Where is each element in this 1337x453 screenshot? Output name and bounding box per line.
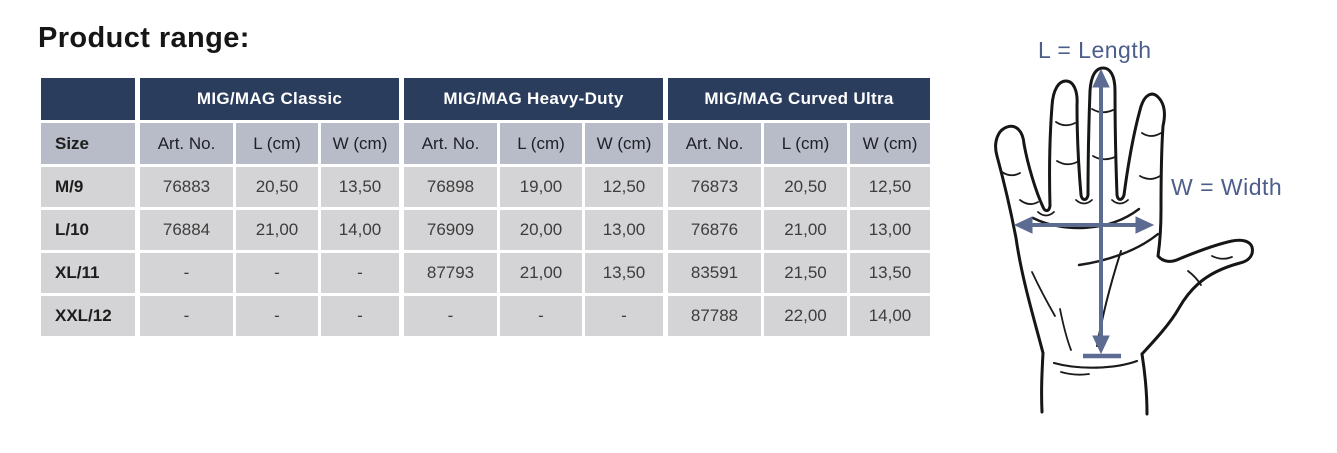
size-cell: XL/11 — [38, 250, 139, 296]
table-cell: 13,00 — [582, 207, 667, 253]
table-cell: 21,50 — [761, 250, 850, 296]
column-header-size: Size — [38, 120, 139, 167]
table-row-l10: L/10 76884 21,00 14,00 76909 20,00 13,00… — [38, 207, 933, 253]
table-cell: 20,50 — [233, 164, 321, 210]
length-arrow — [1083, 68, 1121, 359]
table-cell: 20,50 — [761, 164, 850, 210]
table-corner-cell — [38, 75, 139, 123]
length-legend-label: L = Length — [1038, 37, 1152, 63]
table-cell: - — [318, 250, 403, 296]
size-cell: L/10 — [38, 207, 139, 253]
size-cell: XXL/12 — [38, 293, 139, 339]
table-cell: 12,50 — [582, 164, 667, 210]
table-cell: 22,00 — [761, 293, 850, 339]
table-cell: 13,50 — [582, 250, 667, 296]
table-group-header-row: MIG/MAG Classic MIG/MAG Heavy-Duty MIG/M… — [38, 75, 933, 123]
table-cell: 21,00 — [761, 207, 850, 253]
column-header-length: L (cm) — [761, 120, 850, 167]
table-cell: - — [318, 293, 403, 339]
product-range-table-container: MIG/MAG Classic MIG/MAG Heavy-Duty MIG/M… — [38, 75, 933, 339]
table-cell: - — [399, 293, 500, 339]
hand-measurement-illustration — [994, 66, 1254, 416]
table-row-m9: M/9 76883 20,50 13,50 76898 19,00 12,50 … — [38, 164, 933, 210]
table-cell: 14,00 — [847, 293, 933, 339]
table-cell: 87793 — [399, 250, 500, 296]
column-header-artno: Art. No. — [135, 120, 236, 167]
table-cell: 13,50 — [847, 250, 933, 296]
table-cell: 12,50 — [847, 164, 933, 210]
width-arrow — [1013, 216, 1155, 234]
table-cell: 14,00 — [318, 207, 403, 253]
table-cell: - — [135, 293, 236, 339]
column-header-width: W (cm) — [318, 120, 403, 167]
column-header-width: W (cm) — [582, 120, 667, 167]
table-cell: 76883 — [135, 164, 236, 210]
table-cell: 76909 — [399, 207, 500, 253]
group-header-classic: MIG/MAG Classic — [135, 75, 403, 123]
group-header-curved-ultra: MIG/MAG Curved Ultra — [663, 75, 933, 123]
hand-outline — [994, 66, 1254, 416]
width-legend-label: W = Width — [1171, 174, 1283, 200]
table-cell: 21,00 — [233, 207, 321, 253]
table-cell: 19,00 — [497, 164, 585, 210]
table-cell: 76898 — [399, 164, 500, 210]
table-cell: 76873 — [663, 164, 764, 210]
product-range-table: MIG/MAG Classic MIG/MAG Heavy-Duty MIG/M… — [38, 75, 933, 339]
table-cell: 76884 — [135, 207, 236, 253]
page-title: Product range: — [38, 22, 250, 54]
table-row-xxl12: XXL/12 - - - - - - 87788 22,00 14,00 — [38, 293, 933, 339]
table-cell: - — [582, 293, 667, 339]
table-cell: 87788 — [663, 293, 764, 339]
table-cell: 20,00 — [497, 207, 585, 253]
column-header-width: W (cm) — [847, 120, 933, 167]
table-cell: - — [135, 250, 236, 296]
table-cell: - — [497, 293, 585, 339]
column-header-length: L (cm) — [233, 120, 321, 167]
table-cell: 83591 — [663, 250, 764, 296]
column-header-artno: Art. No. — [399, 120, 500, 167]
group-header-heavy-duty: MIG/MAG Heavy-Duty — [399, 75, 667, 123]
table-cell: 13,50 — [318, 164, 403, 210]
size-cell: M/9 — [38, 164, 139, 210]
table-cell: 21,00 — [497, 250, 585, 296]
table-cell: - — [233, 250, 321, 296]
table-cell: 13,00 — [847, 207, 933, 253]
table-column-header-row: Size Art. No. L (cm) W (cm) Art. No. L (… — [38, 120, 933, 167]
column-header-length: L (cm) — [497, 120, 585, 167]
column-header-artno: Art. No. — [663, 120, 764, 167]
table-cell: 76876 — [663, 207, 764, 253]
table-row-xl11: XL/11 - - - 87793 21,00 13,50 83591 21,5… — [38, 250, 933, 296]
table-cell: - — [233, 293, 321, 339]
